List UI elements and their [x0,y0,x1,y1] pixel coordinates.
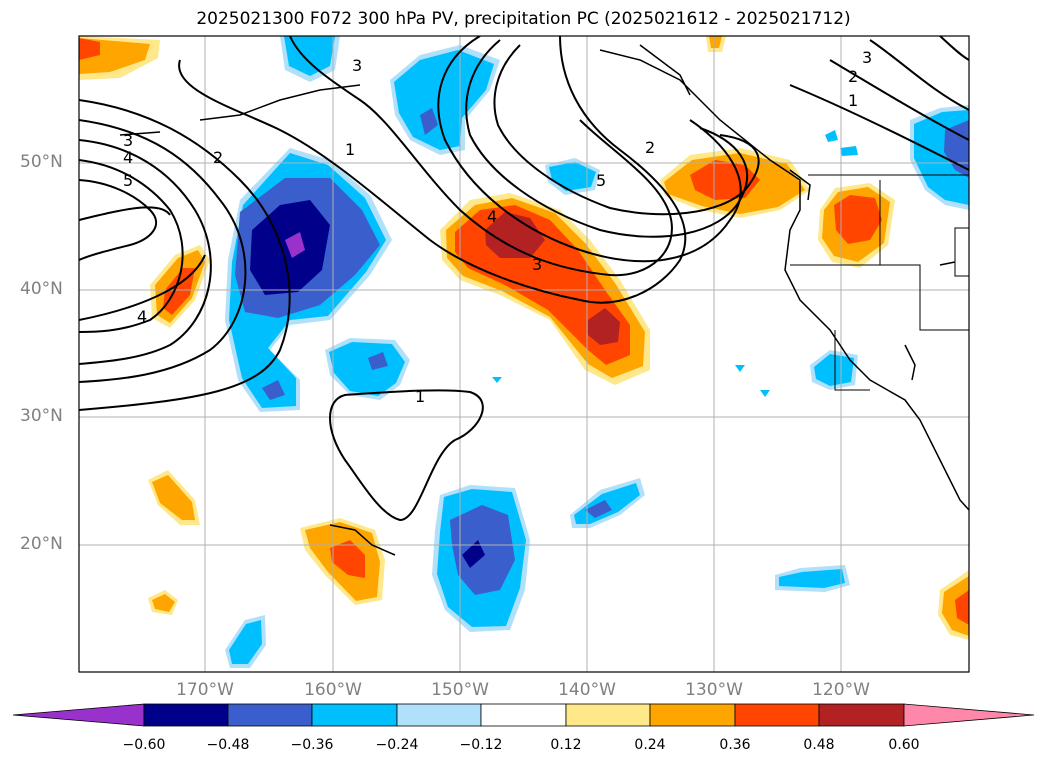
pv-contours [79,36,969,522]
colorbar-swatch [565,703,651,727]
colorbar-swatch [734,703,820,727]
colorbar-swatch [818,703,905,727]
state-borders [790,174,969,391]
contour-label: 3 [532,255,542,274]
contour-label: 2 [645,138,655,157]
colorbar-swatch [649,703,736,727]
colorbar-swatch [143,703,229,727]
map-frame [78,35,970,673]
contour-label: 4 [137,307,147,326]
figure-title: 2025021300 F072 300 hPa PV, precipitatio… [196,9,851,29]
lon-label: 130°W [685,680,743,700]
colorbar-tick-label: 0.12 [550,737,582,753]
colorbar-swatch [480,703,567,727]
lat-label: 30°N [20,406,63,426]
lon-label: 150°W [431,680,489,700]
colorbar-tick-label: −0.48 [206,737,250,753]
contour-label: 2 [213,148,223,167]
contour-label: 4 [487,207,497,226]
lon-label: 140°W [558,680,616,700]
lon-label: 160°W [304,680,362,700]
colorbar-tick-label: −0.24 [375,737,419,753]
colorbar-tick-label: −0.12 [459,737,503,753]
contour-label: 1 [345,140,355,159]
contour-labels: 3 4 5 2 1 4 1 4 3 2 5 3 2 1 3 [123,48,872,406]
lat-label: 20°N [20,534,63,554]
map-area: 3 4 5 2 1 4 1 4 3 2 5 3 2 1 3 [79,36,969,672]
contour-label: 5 [123,171,133,190]
colorbar-tick-label: 0.36 [719,737,751,753]
colorbar-tick-label: 0.60 [888,737,920,753]
lon-label: 120°W [812,680,870,700]
positive-anomaly-shading [79,36,969,640]
colorbar-swatch [396,703,482,727]
contour-label: 1 [848,91,858,110]
contour-label: 1 [415,387,425,406]
colorbar-tick-label: −0.36 [290,737,334,753]
lat-label: 50°N [20,152,63,172]
coastlines [119,44,969,556]
lon-label: 170°W [176,680,234,700]
contour-label: 5 [596,171,606,190]
colorbar-swatch [227,703,313,727]
colorbar-tick-label: −0.60 [122,737,166,753]
contour-label: 3 [352,56,362,75]
lat-label: 40°N [20,279,63,299]
colorbar-swatch [311,703,398,727]
colorbar [12,703,1035,727]
contour-label: 3 [123,131,133,150]
contour-label: 3 [862,48,872,67]
colorbar-tick-label: 0.48 [803,737,835,753]
contour-label: 4 [123,148,133,167]
colorbar-extend-high [903,703,1035,727]
contour-label: 2 [848,67,858,86]
colorbar-extend-low [12,703,145,727]
colorbar-tick-label: 0.24 [634,737,666,753]
